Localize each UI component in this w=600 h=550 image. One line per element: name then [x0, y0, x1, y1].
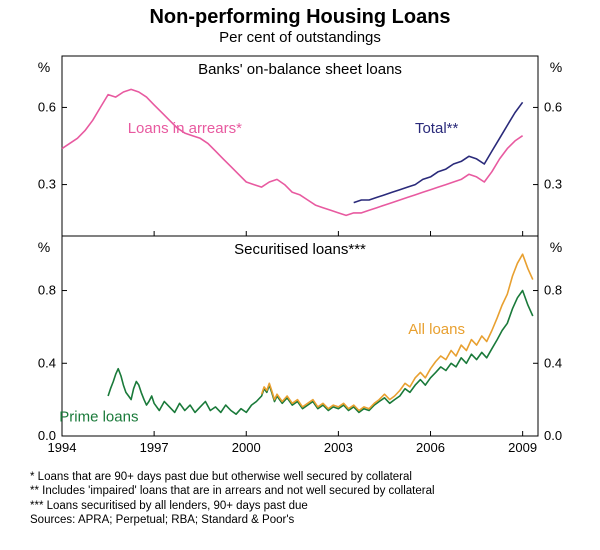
footnote-2: ** Includes 'impaired' loans that are in…: [30, 484, 580, 498]
svg-text:0.6: 0.6: [544, 99, 562, 114]
svg-text:Prime loans: Prime loans: [59, 408, 138, 425]
footnotes: * Loans that are 90+ days past due but o…: [0, 466, 600, 528]
svg-text:%: %: [550, 239, 562, 255]
svg-text:1994: 1994: [48, 440, 77, 455]
svg-text:All loans: All loans: [408, 321, 465, 338]
chart-subtitle: Per cent of outstandings: [0, 29, 600, 46]
chart-title: Non-performing Housing Loans: [0, 0, 600, 29]
sources-line: Sources: APRA; Perpetual; RBA; Standard …: [30, 513, 580, 527]
svg-text:2006: 2006: [416, 440, 445, 455]
svg-text:0.0: 0.0: [544, 428, 562, 443]
svg-text:1997: 1997: [140, 440, 169, 455]
svg-text:Total**: Total**: [415, 120, 459, 137]
svg-text:2003: 2003: [324, 440, 353, 455]
svg-text:0.3: 0.3: [38, 177, 56, 192]
svg-text:%: %: [38, 239, 50, 255]
svg-text:%: %: [38, 59, 50, 75]
chart-figure: Non-performing Housing Loans Per cent of…: [0, 0, 600, 550]
svg-text:2000: 2000: [232, 440, 261, 455]
svg-text:Loans in arrears*: Loans in arrears*: [128, 120, 242, 137]
svg-text:Securitised loans***: Securitised loans***: [234, 241, 366, 258]
svg-text:0.8: 0.8: [544, 283, 562, 298]
svg-text:0.4: 0.4: [38, 355, 56, 370]
svg-text:2009: 2009: [508, 440, 537, 455]
footnote-3: *** Loans securitised by all lenders, 90…: [30, 499, 580, 513]
svg-text:0.4: 0.4: [544, 355, 562, 370]
svg-text:Banks' on-balance sheet loans: Banks' on-balance sheet loans: [198, 61, 402, 78]
chart-svg: 0.3 0.3 0.6 0.6%% Banks' on-balance sheet lo…: [10, 46, 590, 466]
svg-text:%: %: [550, 59, 562, 75]
svg-text:0.3: 0.3: [544, 177, 562, 192]
svg-text:0.6: 0.6: [38, 99, 56, 114]
svg-text:0.8: 0.8: [38, 283, 56, 298]
footnote-1: * Loans that are 90+ days past due but o…: [30, 470, 580, 484]
